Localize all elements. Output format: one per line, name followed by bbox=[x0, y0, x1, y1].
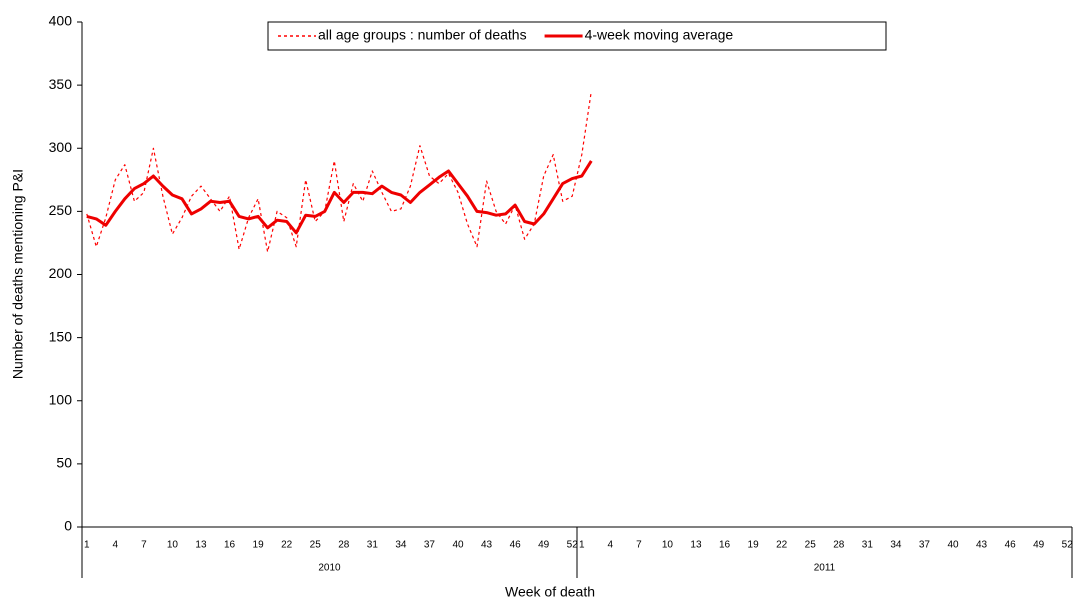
series-line bbox=[86, 160, 593, 235]
x-tick-label: 43 bbox=[481, 540, 493, 551]
x-tick-label: 49 bbox=[538, 540, 550, 551]
legend-label: all age groups : number of deaths bbox=[318, 27, 527, 43]
x-axis-title: Week of death bbox=[505, 584, 595, 600]
y-tick-label: 350 bbox=[49, 76, 73, 92]
x-tick-label: 16 bbox=[719, 540, 731, 551]
x-tick-label: 28 bbox=[833, 540, 845, 551]
x-tick-label: 19 bbox=[253, 540, 265, 551]
series-line bbox=[86, 91, 592, 253]
y-tick-label: 0 bbox=[64, 518, 72, 534]
x-tick-label: 52 bbox=[1062, 540, 1074, 551]
x-tick-label: 40 bbox=[452, 540, 464, 551]
x-tick-label: 40 bbox=[947, 540, 959, 551]
x-tick-label: 28 bbox=[338, 540, 350, 551]
x-tick-label: 31 bbox=[862, 540, 874, 551]
x-tick-label: 19 bbox=[748, 540, 760, 551]
x-tick-label: 25 bbox=[805, 540, 817, 551]
x-tick-label: 37 bbox=[424, 540, 436, 551]
group-label: 2010 bbox=[318, 563, 341, 574]
legend-label: 4-week moving average bbox=[585, 27, 734, 43]
x-tick-label: 43 bbox=[976, 540, 988, 551]
y-tick-label: 150 bbox=[49, 328, 73, 344]
x-tick-label: 52 bbox=[567, 540, 579, 551]
group-label: 2011 bbox=[814, 563, 836, 574]
x-tick-label: 4 bbox=[608, 540, 614, 551]
x-tick-label: 10 bbox=[662, 540, 674, 551]
x-tick-label: 7 bbox=[636, 540, 642, 551]
x-tick-label: 16 bbox=[224, 540, 236, 551]
x-tick-label: 7 bbox=[141, 540, 147, 551]
y-tick-label: 400 bbox=[49, 13, 73, 29]
x-tick-label: 49 bbox=[1033, 540, 1045, 551]
x-tick-label: 46 bbox=[1005, 540, 1017, 551]
x-tick-label: 4 bbox=[113, 540, 119, 551]
x-tick-label: 25 bbox=[310, 540, 322, 551]
x-tick-label: 22 bbox=[281, 540, 293, 551]
x-tick-label: 46 bbox=[510, 540, 522, 551]
x-tick-label: 1 bbox=[84, 540, 90, 551]
x-tick-label: 34 bbox=[890, 540, 902, 551]
y-axis-title: Number of deaths mentioning P&I bbox=[10, 169, 26, 379]
x-tick-label: 34 bbox=[395, 540, 407, 551]
x-tick-label: 1 bbox=[579, 540, 585, 551]
y-tick-label: 300 bbox=[49, 139, 73, 155]
x-tick-label: 10 bbox=[167, 540, 179, 551]
x-tick-label: 37 bbox=[919, 540, 931, 551]
y-tick-label: 100 bbox=[49, 391, 73, 407]
x-tick-label: 22 bbox=[776, 540, 788, 551]
x-tick-label: 31 bbox=[367, 540, 379, 551]
x-tick-label: 13 bbox=[195, 540, 207, 551]
y-tick-label: 50 bbox=[56, 455, 72, 471]
y-tick-label: 250 bbox=[49, 202, 73, 218]
y-tick-label: 200 bbox=[49, 265, 73, 281]
x-tick-label: 13 bbox=[690, 540, 702, 551]
